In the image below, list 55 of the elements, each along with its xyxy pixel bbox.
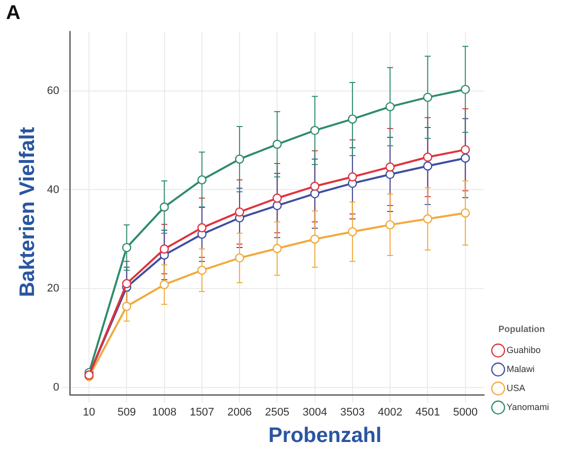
- y-axis-title: Bakterien Vielfalt: [16, 126, 40, 300]
- x-tick-label: 5000: [453, 406, 478, 418]
- legend-label: Malawi: [506, 364, 535, 374]
- point: [385, 170, 395, 180]
- point: [385, 102, 395, 112]
- point: [234, 207, 244, 217]
- point: [348, 172, 358, 182]
- point: [122, 242, 132, 252]
- x-tick-label: 1507: [190, 406, 214, 418]
- point: [197, 175, 207, 184]
- point: [310, 234, 320, 244]
- x-tick-label: 3503: [340, 406, 365, 418]
- point: [272, 140, 282, 149]
- y-tick-label: 40: [46, 184, 60, 196]
- x-tick-label: 1008: [152, 406, 177, 418]
- point: [385, 220, 395, 230]
- point: [423, 92, 432, 102]
- legend-title: Population: [498, 324, 545, 334]
- legend-label: Yanomami: [506, 402, 550, 412]
- x-tick-label: 10: [82, 406, 96, 418]
- point: [310, 182, 320, 191]
- point: [460, 84, 470, 94]
- x-axis-title: Probenzahl: [267, 424, 383, 448]
- point: [460, 145, 470, 154]
- point: [310, 126, 320, 136]
- text: A: [6, 2, 20, 25]
- point: [272, 244, 282, 254]
- point: [385, 162, 395, 172]
- x-tick-label: 509: [118, 406, 136, 418]
- point: [460, 208, 470, 218]
- y-tick-label: 20: [46, 282, 60, 295]
- point: [160, 202, 169, 212]
- point: [160, 280, 169, 290]
- legend-label: USA: [506, 382, 526, 393]
- point: [348, 227, 358, 236]
- x-tick-label: 4002: [378, 406, 402, 418]
- x-tick-label: 2505: [264, 406, 290, 418]
- x-tick-label: 2006: [227, 406, 252, 418]
- y-tick-label: 0: [53, 381, 60, 394]
- y-tick-label: 60: [46, 84, 60, 97]
- point: [160, 244, 169, 254]
- point: [423, 152, 432, 162]
- point: [234, 154, 244, 164]
- x-tick-label: 4501: [415, 406, 440, 418]
- x-tick-label: 3004: [302, 406, 328, 418]
- point: [348, 114, 358, 124]
- legend-label: Guahibo: [506, 344, 541, 355]
- point: [197, 223, 207, 232]
- point: [272, 194, 282, 203]
- point: [423, 214, 432, 224]
- point: [272, 200, 282, 210]
- point: [423, 161, 432, 171]
- point: [460, 154, 470, 163]
- point: [234, 253, 244, 263]
- point: [197, 266, 207, 275]
